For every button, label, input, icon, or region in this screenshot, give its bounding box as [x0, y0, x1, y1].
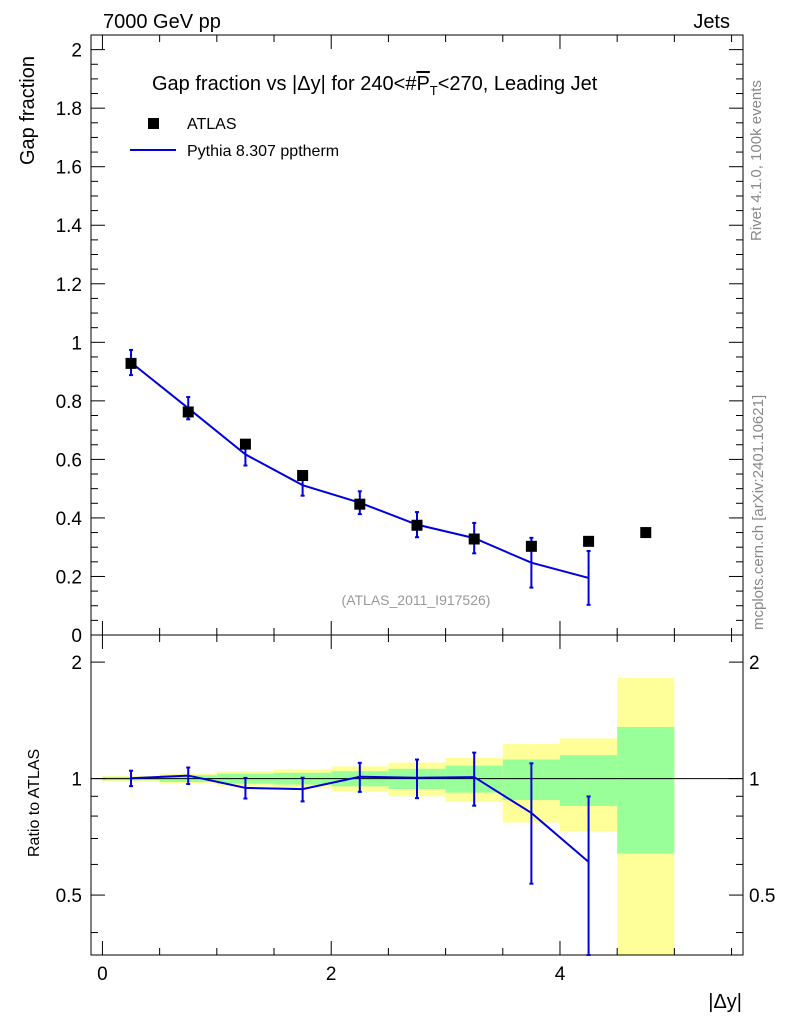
atlas-point-9: [640, 527, 652, 539]
main-ytick-label-4: 0.8: [56, 392, 82, 413]
atlas-point-0: [125, 357, 137, 369]
ratio-ytick-label-right-2: 2: [749, 653, 760, 674]
atlas-point-1: [182, 406, 194, 418]
main-ytick-label-8: 1.6: [56, 158, 82, 179]
ratio-plot-frame: [90, 634, 744, 956]
atlas-point-2: [239, 438, 251, 450]
legend-atlas-label: ATLAS: [187, 116, 237, 133]
legend-atlas-marker: [148, 118, 159, 129]
atlas-point-3: [297, 469, 309, 481]
axis-ticks: 0 0.2 0.4 0.6 0.8 1 1.2 1.4 1.6 1.8 2 0 2 4 0.5 0.5 1 1 2 2: [56, 35, 775, 985]
ratio-ytick-label-left-2: 2: [71, 653, 82, 674]
main-ytick-label-10: 2: [71, 41, 82, 62]
side-label-mcplots: mcplots.cern.ch [arXiv:2401.10621]: [750, 395, 767, 630]
ratio-ytick-label-right-1: 1: [749, 770, 760, 791]
ratio-xtick-label-2: 4: [555, 964, 566, 985]
legend-pythia-label: Pythia 8.307 pptherm: [187, 143, 339, 160]
legend: ATLAS Pythia 8.307 pptherm: [130, 116, 339, 160]
ratio-ytick-label-right-0: 0.5: [749, 886, 775, 907]
side-label-rivet: Rivet 4.1.0, 100k events: [748, 80, 765, 241]
atlas-point-4: [354, 498, 366, 510]
header-left-label: 7000 GeV pp: [103, 11, 221, 33]
main-ytick-label-2: 0.4: [56, 509, 83, 530]
header-right-label: Jets: [693, 11, 730, 33]
main-ytick-label-9: 1.8: [56, 99, 82, 120]
axes-frames: [90, 34, 744, 956]
pythia-line: [130, 361, 589, 579]
watermark-label: (ATLAS_2011_I917526): [342, 592, 491, 608]
y-axis-label-main: Gap fraction: [17, 56, 39, 165]
ratio-ytick-label-left-0: 0.5: [56, 886, 82, 907]
atlas-point-8: [583, 535, 595, 547]
ratio-ytick-label-left-1: 1: [71, 770, 82, 791]
band-green-9: [617, 726, 675, 854]
atlas-point-7: [525, 540, 537, 552]
main-ytick-label-5: 1: [71, 333, 82, 354]
x-axis-label: |Δy|: [708, 991, 742, 1013]
atlas-point-6: [468, 533, 480, 545]
main-ytick-label-7: 1.4: [56, 216, 83, 237]
main-ytick-label-3: 0.6: [56, 450, 82, 471]
main-ytick-label-0: 0: [71, 626, 82, 647]
main-ytick-label-1: 0.2: [56, 567, 82, 588]
y-axis-label-ratio: Ratio to ATLAS: [26, 749, 43, 857]
atlas-point-5: [411, 519, 423, 531]
ratio-xtick-label-1: 2: [326, 964, 337, 985]
chart-title: Gap fraction vs |Δy| for 240<#PT<270, Le…: [152, 73, 598, 98]
main-ytick-label-6: 1.2: [56, 275, 82, 296]
ratio-xtick-label-0: 0: [97, 964, 108, 985]
data-marks: [91, 348, 743, 956]
